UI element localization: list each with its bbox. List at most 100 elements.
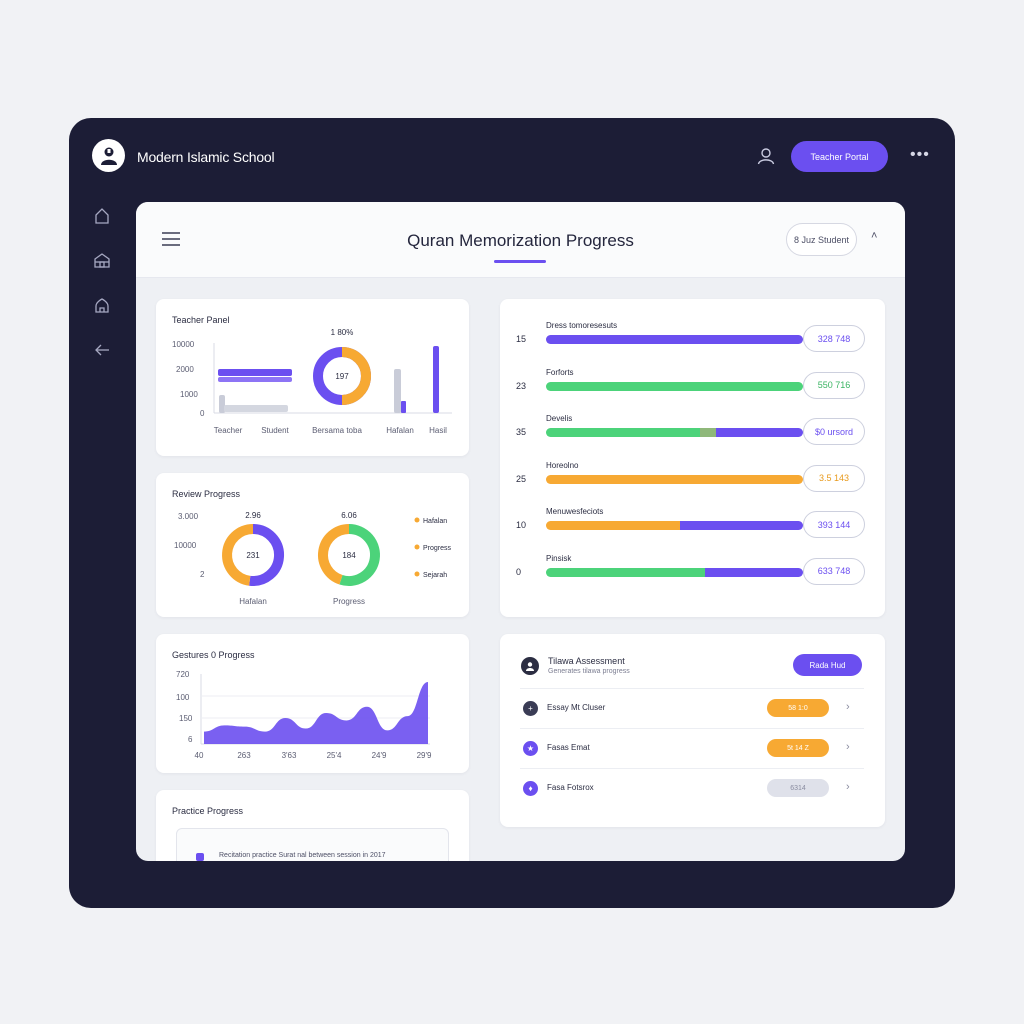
track-segment	[705, 567, 803, 577]
assessment-badge: 58 1:0	[767, 699, 829, 717]
bar	[401, 401, 406, 413]
track-number: 15	[516, 334, 527, 344]
assessment-row[interactable]: ♦ Fasa Fotsrox 6314 ›	[520, 768, 864, 808]
track-segment	[715, 428, 803, 437]
legend-entry: Hafalan	[423, 518, 447, 525]
assessment-row-label: Essay Mt Cluser	[547, 703, 606, 712]
y-tick: 720	[176, 670, 190, 679]
track-label: Menuwesfeciots	[546, 507, 604, 516]
teacher-portal-button[interactable]: Teacher Portal	[791, 141, 888, 172]
track-value-pill[interactable]: 550 716	[803, 371, 865, 399]
y-tick: 6	[188, 735, 193, 744]
donut-segment	[339, 524, 380, 586]
donut-segment	[318, 524, 350, 585]
track-progress-bar	[546, 335, 803, 344]
track-segment	[546, 381, 803, 391]
bar-horizontal	[218, 369, 292, 376]
y-tick: 1000	[180, 390, 198, 399]
chevron-right-icon[interactable]: ›	[846, 741, 850, 753]
x-label: Student	[261, 426, 289, 435]
track-progress-bar	[546, 521, 803, 530]
y-tick: 2000	[176, 365, 194, 374]
practice-icon	[196, 853, 204, 861]
app-title: Modern Islamic School	[137, 149, 275, 165]
card-title: Practice Progress	[172, 806, 244, 816]
track-segment	[546, 567, 706, 577]
assessment-avatar	[521, 657, 539, 675]
top-label: 1 80%	[331, 328, 354, 337]
donut-center-value: 197	[335, 372, 349, 381]
assessment-badge: 6314	[767, 779, 829, 797]
assessment-row[interactable]: + Essay Mt Cluser 58 1:0 ›	[520, 688, 864, 728]
area-series	[204, 682, 428, 744]
assessment-row[interactable]: ★ Fasas Emat 5t 14 Z ›	[520, 728, 864, 768]
x-label: 263	[237, 751, 251, 760]
bar	[219, 395, 225, 413]
x-label: 3'63	[282, 751, 297, 760]
donut-segment	[341, 347, 371, 405]
track-value-pill[interactable]: 393 144	[803, 511, 865, 538]
donut-center-value: 231	[246, 551, 260, 560]
back-arrow-icon[interactable]	[91, 339, 113, 361]
student-filter-button[interactable]: 8 Juz Student	[786, 223, 857, 256]
track-label: Horeolno	[546, 460, 579, 470]
assessment-badge: 5t 14 Z	[767, 739, 829, 757]
y-tick: 100	[176, 693, 190, 702]
star-icon: ★	[523, 741, 538, 756]
fire-icon: ♦	[523, 781, 538, 796]
track-progress-bar	[546, 567, 803, 577]
x-label: Bersama toba	[312, 426, 362, 435]
teacher-panel-card: Teacher Panel 10000 2000 1000 0 197 1 80…	[156, 299, 469, 456]
y-tick: 10000	[174, 541, 197, 550]
track-number: 25	[516, 473, 527, 484]
legend-swatch	[414, 571, 420, 577]
donut-label: Progress	[333, 597, 365, 606]
teacher-panel-chart: 10000 2000 1000 0 197 1 80% Teacher Stud…	[172, 328, 452, 435]
home-icon[interactable]	[91, 205, 113, 227]
x-label: 29'9	[417, 751, 432, 760]
donut-label: Hafalan	[239, 597, 267, 606]
x-label: 24'9	[372, 751, 387, 760]
practice-card: Practice Progress Recitation practice Su…	[156, 790, 469, 861]
track-number: 23	[516, 380, 527, 391]
card-title: Review Progress	[172, 489, 241, 499]
x-label: 40	[195, 751, 204, 760]
x-label: Hafalan	[386, 426, 414, 435]
bar	[433, 346, 439, 413]
x-label: Hasil	[429, 426, 447, 435]
practice-row-text: Recitation practice Surat nal between se…	[219, 852, 386, 859]
y-tick: 10000	[172, 340, 195, 349]
practice-row[interactable]: Recitation practice Surat nal between se…	[176, 828, 449, 861]
track-number: 0	[516, 566, 522, 577]
x-label: 25'4	[327, 751, 342, 760]
donut-top-label: 6.06	[341, 511, 357, 520]
track-value-pill[interactable]: 328 748	[803, 325, 865, 352]
chevron-right-icon[interactable]: ›	[846, 701, 850, 713]
assessment-row-label: Fasa Fotsrox	[547, 783, 594, 792]
user-icon[interactable]	[755, 145, 777, 167]
track-value-pill[interactable]: 3.5 143	[803, 464, 865, 492]
assessment-button[interactable]: Rada Hud	[793, 654, 862, 676]
track-label: Pinsisk	[546, 553, 572, 563]
track-progress-bar	[546, 381, 803, 391]
review-progress-chart: 3.000 10000 2 2.96 231 Hafalan 6.06 184 …	[174, 511, 452, 606]
track-value-pill[interactable]: $0 ursord	[803, 418, 865, 445]
assessment-row-label: Fasas Emat	[547, 743, 590, 752]
menu-icon[interactable]	[162, 232, 180, 246]
bar	[224, 405, 288, 412]
session-progress-chart: 720 100 150 6 40 263 3'63 25'4 24'9 29'9	[176, 670, 432, 760]
page-title: Quran Memorization Progress	[407, 231, 634, 250]
assessment-card: Tilawa Assessment Generates tilawa progr…	[500, 634, 885, 827]
more-icon[interactable]: •••	[910, 146, 930, 163]
track-segment	[546, 474, 803, 484]
mosque-icon[interactable]	[91, 294, 113, 316]
school-logo	[92, 139, 125, 172]
chevron-up-icon[interactable]: ˄	[871, 230, 878, 242]
assessment-title: Tilawa Assessment	[548, 656, 625, 666]
chevron-right-icon[interactable]: ›	[846, 781, 850, 793]
school-icon[interactable]	[91, 249, 113, 271]
track-value-pill[interactable]: 633 748	[803, 557, 865, 585]
track-segment	[546, 335, 803, 344]
title-underline	[494, 260, 546, 263]
bar-horizontal	[218, 377, 292, 382]
